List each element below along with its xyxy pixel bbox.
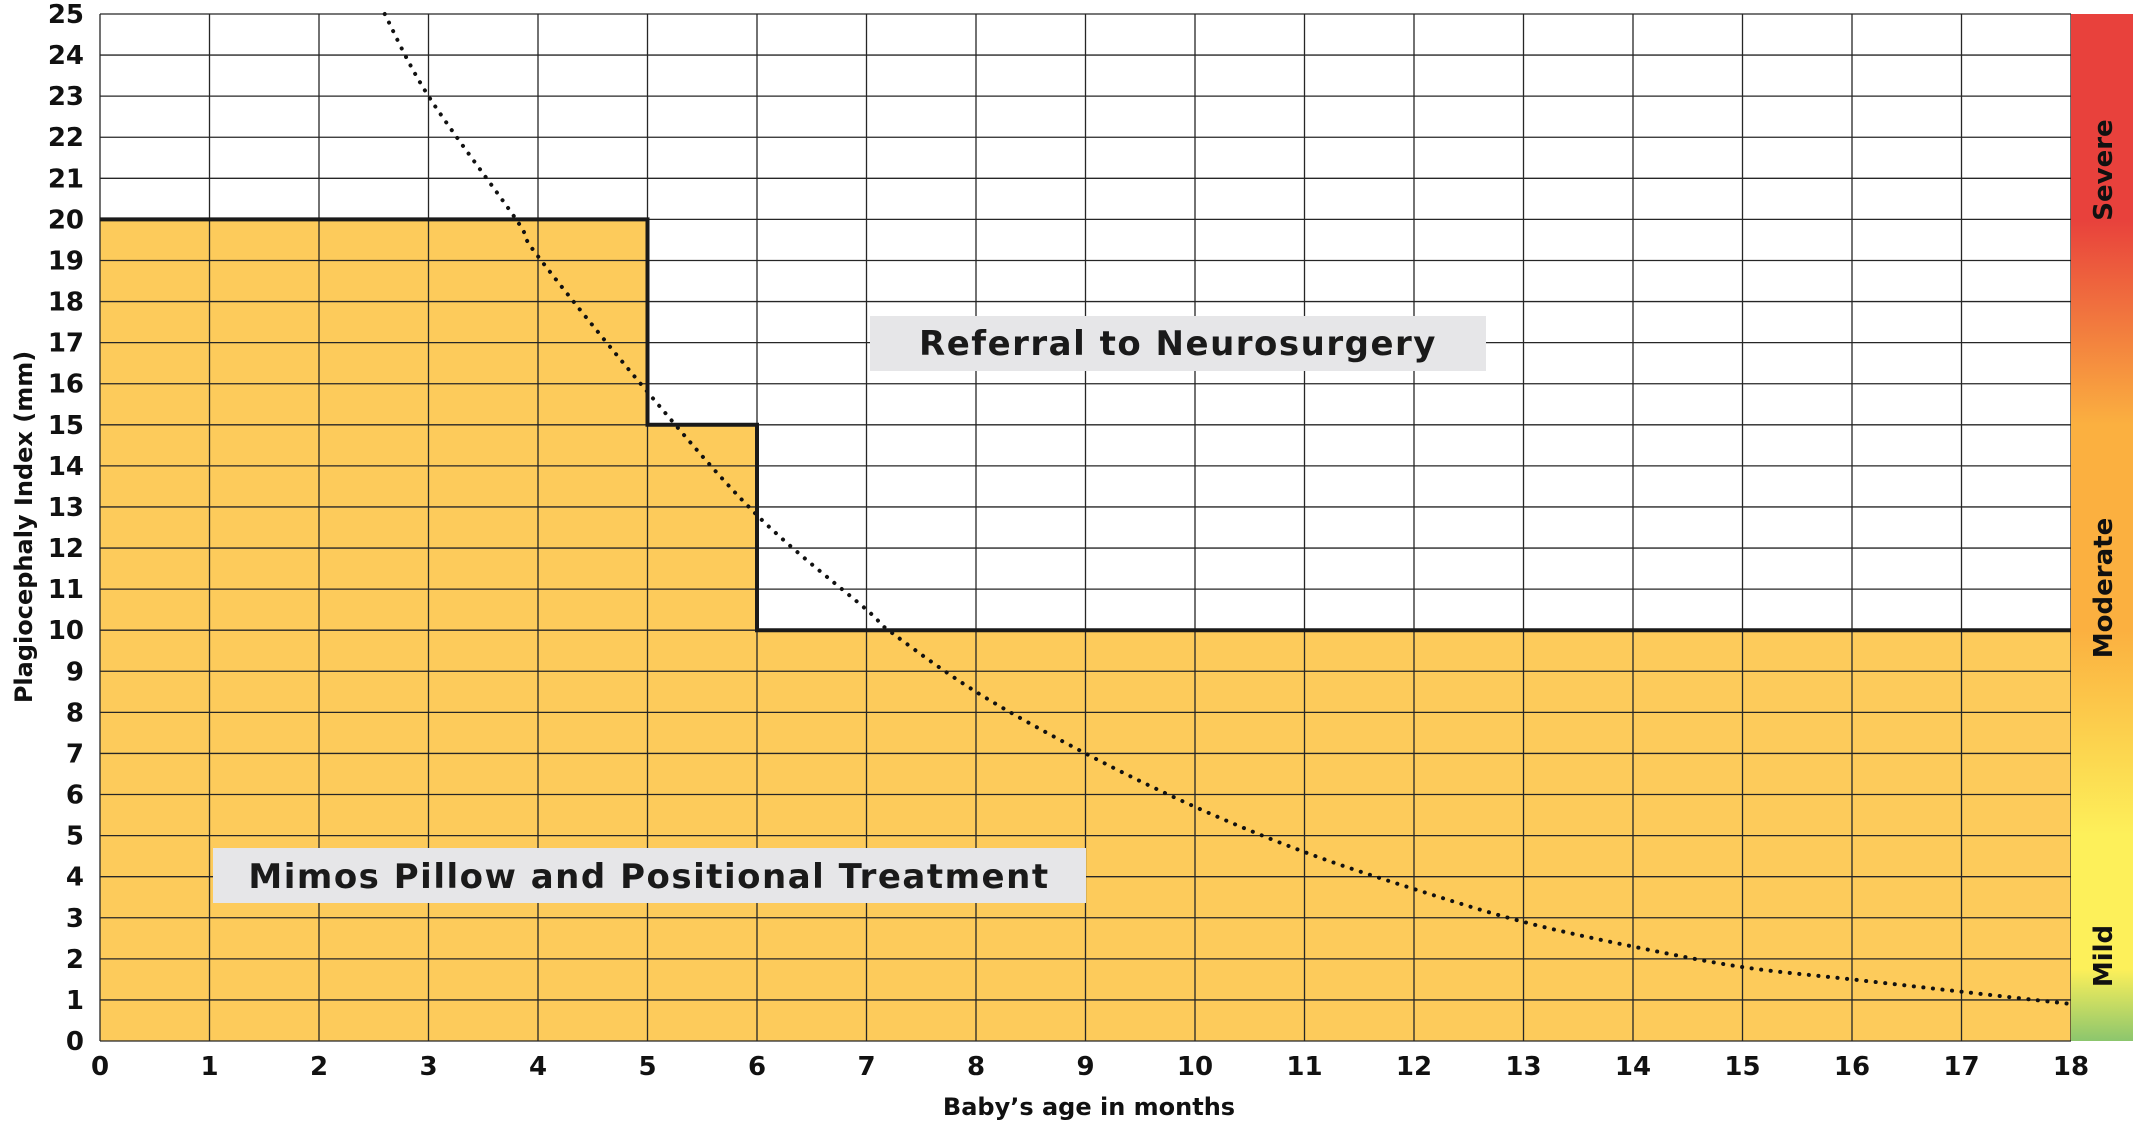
region-label-referral: Referral to Neurosurgery	[870, 316, 1486, 371]
y-tick-label: 3	[66, 904, 84, 934]
y-tick-label: 23	[48, 82, 84, 112]
x-tick-label: 13	[1505, 1052, 1541, 1082]
x-tick-label: 1	[200, 1052, 218, 1082]
severity-label-moderate: Moderate	[2089, 518, 2119, 658]
y-tick-label: 7	[66, 739, 84, 769]
treatment-label: Mimos Pillow and Positional Treatment	[248, 857, 1049, 897]
x-tick-label: 10	[1177, 1052, 1213, 1082]
region-label-treatment: Mimos Pillow and Positional Treatment	[213, 848, 1086, 903]
x-tick-label: 3	[419, 1052, 437, 1082]
y-tick-label: 4	[66, 863, 84, 893]
y-tick-label: 11	[48, 575, 84, 605]
y-tick-label: 18	[48, 288, 84, 318]
x-tick-label: 15	[1724, 1052, 1760, 1082]
y-tick-label: 13	[48, 493, 84, 523]
y-tick-label: 17	[48, 329, 84, 359]
x-tick-labels: 0 1 2 3 4 5 6 7 8 9 10 11 12 13 14 15 16 17 18	[91, 1052, 2089, 1082]
x-tick-label: 2	[310, 1052, 328, 1082]
y-tick-label: 1	[66, 986, 84, 1016]
x-tick-label: 4	[529, 1052, 547, 1082]
x-tick-label: 5	[638, 1052, 656, 1082]
x-tick-label: 18	[2053, 1052, 2089, 1082]
y-tick-label: 10	[48, 616, 84, 646]
y-tick-label: 14	[48, 452, 84, 482]
severity-gradient-bar	[2071, 14, 2133, 1041]
referral-label-box	[870, 316, 1486, 371]
x-tick-label: 12	[1396, 1052, 1432, 1082]
x-tick-label: 9	[1076, 1052, 1094, 1082]
x-tick-label: 8	[967, 1052, 985, 1082]
dotted-curve-layer	[382, 12, 2073, 1007]
y-tick-labels: 0123456789101112131415161718192021222324…	[48, 0, 84, 1057]
x-tick-label: 0	[91, 1052, 109, 1082]
threshold-step-line	[100, 217, 2071, 633]
threshold-step-layer	[100, 217, 2071, 633]
y-tick-label: 6	[66, 781, 84, 811]
x-tick-label: 6	[748, 1052, 766, 1082]
y-tick-label: 8	[66, 698, 84, 728]
severity-scale: Severe Moderate Mild	[2071, 14, 2133, 1041]
y-tick-label: 22	[48, 123, 84, 153]
x-tick-label: 14	[1615, 1052, 1651, 1082]
severity-label-severe: Severe	[2089, 119, 2119, 220]
y-axis-title: Plagiocephaly Index (mm)	[10, 351, 38, 703]
y-tick-label: 0	[66, 1027, 84, 1057]
dotted-trend-curve	[382, 12, 2073, 1007]
y-tick-label: 2	[66, 945, 84, 975]
y-tick-label: 19	[48, 246, 84, 276]
y-tick-label: 21	[48, 164, 84, 194]
y-tick-label: 16	[48, 370, 84, 400]
referral-label: Referral to Neurosurgery	[919, 324, 1437, 364]
severity-label-mild: Mild	[2089, 925, 2119, 987]
treatment-label-box	[213, 848, 1086, 903]
x-tick-label: 17	[1943, 1052, 1979, 1082]
y-tick-label: 25	[48, 0, 84, 30]
y-tick-label: 15	[48, 411, 84, 441]
y-tick-label: 5	[66, 822, 84, 852]
y-tick-label: 12	[48, 534, 84, 564]
x-tick-label: 16	[1834, 1052, 1870, 1082]
y-tick-label: 24	[48, 41, 84, 71]
x-tick-label: 7	[857, 1052, 875, 1082]
y-tick-label: 20	[48, 205, 84, 235]
x-tick-label: 11	[1286, 1052, 1322, 1082]
y-tick-label: 9	[66, 657, 84, 687]
x-axis-title: Baby’s age in months	[943, 1093, 1235, 1121]
